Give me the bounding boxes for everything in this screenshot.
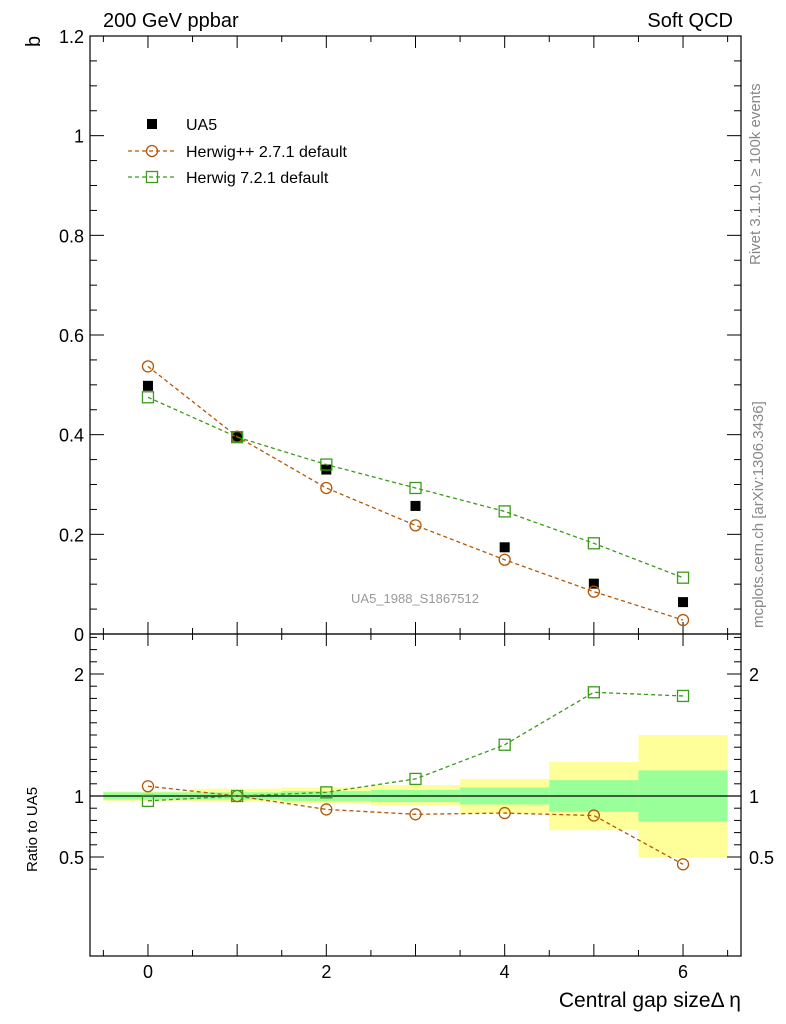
x-axis-label: Central gap sizeΔ η [559, 989, 741, 1012]
ratio-series [141, 686, 690, 871]
x-tick-label: 4 [500, 962, 510, 982]
legend-label: Herwig++ 2.7.1 default [186, 144, 348, 161]
main-y-axis-label: b [23, 36, 45, 47]
data-point [678, 597, 689, 608]
series-line [147, 396, 684, 579]
ratio-y-tick-label-right: 2 [749, 665, 759, 685]
data-point [145, 144, 159, 158]
data-point [320, 458, 333, 471]
rivet-label: Rivet 3.1.10, ≥ 100k events [747, 83, 764, 265]
data-point [587, 585, 601, 598]
data-point [230, 789, 244, 803]
ratio-y-axis-label: Ratio to UA5 [24, 787, 41, 872]
data-point [141, 391, 155, 404]
data-point [587, 809, 601, 822]
header-energy: 200 GeV ppbar [103, 10, 239, 32]
data-point [676, 689, 690, 703]
data-point [409, 808, 422, 821]
ratio-y-tick-label-right: 1 [749, 787, 759, 807]
series-line [147, 691, 684, 802]
ratio-y-tick-label-right: 0.5 [749, 848, 774, 868]
data-point [676, 613, 690, 627]
y-tick-label: 1 [74, 127, 84, 147]
y-tick-label: 0.6 [59, 326, 84, 346]
data-point [141, 360, 155, 373]
mcplots-label: mcplots.cern.ch [arXiv:1306.3436] [750, 401, 767, 628]
y-tick-label: 0 [74, 625, 84, 645]
data-point [499, 542, 510, 553]
data-point [142, 380, 153, 391]
data-point [409, 772, 422, 786]
x-tick-label: 0 [143, 962, 153, 982]
data-point [498, 505, 511, 518]
y-tick-label: 0.8 [59, 226, 84, 246]
data-point [320, 786, 333, 799]
data-point [145, 170, 159, 184]
header-process: Soft QCD [647, 10, 733, 32]
y-tick-label: 1.2 [59, 27, 84, 47]
data-point [498, 553, 511, 566]
series-line [147, 785, 684, 865]
data-point [676, 571, 690, 584]
data-point [230, 431, 244, 444]
data-point [141, 794, 155, 808]
x-tick-label: 2 [321, 962, 331, 982]
main-panel: 0 0.2 0.4 0.6 0.8 1 1.2 UA5_1988_S1867512 b UA… [23, 27, 742, 645]
main-axes: 0 0.2 0.4 0.6 0.8 1 1.2 [59, 27, 742, 645]
data-point [498, 738, 511, 751]
analysis-id: UA5_1988_S1867512 [351, 591, 479, 606]
data-point [409, 481, 422, 495]
data-point [409, 519, 422, 532]
data-point [320, 803, 333, 816]
data-point [587, 686, 601, 699]
data-point [676, 858, 690, 871]
data-point [587, 537, 601, 550]
legend-label: UA5 [186, 117, 217, 134]
y-tick-label: 0.4 [59, 426, 84, 446]
data-point [147, 119, 157, 129]
x-tick-label: 6 [678, 962, 688, 982]
legend-label: Herwig 7.2.1 default [186, 170, 329, 187]
data-point [410, 500, 421, 511]
data-point [320, 481, 333, 495]
legend: UA5 Herwig++ 2.7.1 default Herwig 7.2.1 de… [128, 117, 348, 187]
series-line [147, 365, 684, 621]
ratio-panel: 0 2 4 6 0.5 0.5 1 1 2 2 Ratio to UA5 Central gap … [24, 633, 774, 1012]
ratio-y-tick-label: 2 [74, 665, 84, 685]
main-series [141, 360, 690, 627]
ratio-y-tick-label: 1 [74, 787, 84, 807]
ratio-y-tick-label: 0.5 [59, 848, 84, 868]
data-point [141, 780, 155, 793]
data-point [498, 806, 511, 820]
data-point [588, 578, 599, 589]
y-tick-label: 0.2 [59, 525, 84, 545]
ratio-axes: 0 2 4 6 0.5 0.5 1 1 2 2 [59, 633, 774, 982]
